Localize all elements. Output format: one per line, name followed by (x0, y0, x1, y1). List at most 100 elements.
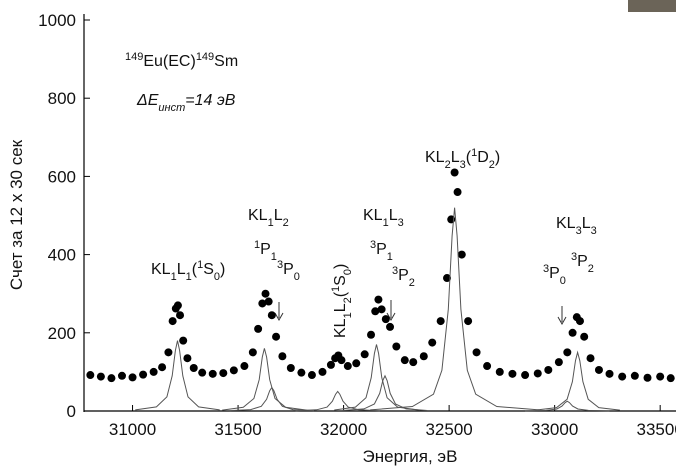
annotation-part: L (389, 207, 398, 224)
data-point (158, 363, 167, 372)
annotation-part: P (577, 253, 588, 270)
annotation-part: Sm (214, 53, 238, 70)
fit-curve (229, 386, 315, 412)
annotation-part: P (376, 241, 387, 258)
x-axis-title: Энергия, эВ (363, 447, 458, 466)
data-point (96, 372, 105, 381)
annotation-part: 1 (268, 217, 274, 229)
annotation-part: P (549, 265, 560, 282)
annotation-part: ( (192, 261, 198, 278)
annotation-part: ( (332, 291, 349, 297)
annotation: 3P1 (370, 239, 393, 263)
data-point (208, 369, 217, 378)
annotation-part: 2 (409, 277, 415, 289)
annotation-part: 3 (370, 239, 376, 251)
data-point (367, 330, 376, 339)
data-point (575, 317, 584, 326)
data-point (117, 371, 126, 380)
data-point (630, 371, 639, 380)
data-point (374, 295, 383, 304)
fit-curve (222, 348, 307, 411)
annotation-part: 0 (214, 271, 220, 283)
fit-curve (370, 207, 540, 411)
data-point (128, 373, 137, 382)
annotation: KL3L3 (556, 215, 597, 237)
x-tick-label: 31500 (214, 420, 261, 439)
data-point (173, 301, 182, 310)
annotation-part: KL (425, 149, 445, 166)
data-point (360, 350, 369, 359)
annotation: KL1L3 (363, 207, 404, 229)
annotation: 1P1 (254, 239, 277, 263)
data-point (453, 188, 462, 197)
data-point (176, 311, 185, 320)
data-point (149, 367, 158, 376)
data-point (183, 354, 192, 363)
fit-curve (334, 344, 419, 411)
annotation-part: KL (363, 207, 383, 224)
data-point (248, 348, 257, 357)
data-point (254, 324, 263, 333)
fit-curve (135, 340, 220, 411)
data-point (343, 362, 352, 371)
data-point (544, 365, 553, 374)
annotation-part: ( (466, 149, 472, 166)
data-point (521, 371, 530, 380)
arrow (386, 300, 396, 322)
arrow (274, 302, 284, 322)
data-point (139, 370, 148, 379)
annotation-part: 3 (398, 217, 404, 229)
annotation-part: S (332, 275, 349, 286)
data-point (267, 311, 276, 320)
annotation-part: 3 (591, 225, 597, 237)
fit-curve (535, 350, 620, 411)
data-point (264, 297, 273, 306)
annotation: KL1L2(1S0) (330, 264, 354, 338)
data-point (326, 360, 335, 369)
x-tick-label: 33500 (637, 420, 676, 439)
data-point (278, 352, 287, 361)
data-point (307, 371, 316, 380)
data-point (168, 317, 177, 326)
y-tick-label: 0 (67, 402, 76, 421)
data-point (272, 332, 281, 341)
annotation-part: KL (248, 207, 268, 224)
data-point (352, 359, 361, 368)
annotation-part: 3 (460, 159, 466, 171)
annotation-part: KL (151, 261, 171, 278)
annotation-part: P (283, 261, 294, 278)
data-point (495, 367, 504, 376)
y-axis-title: Счет за 12 х 30 сек (7, 139, 26, 290)
annotation-part: 1 (471, 147, 477, 159)
data-point (219, 369, 228, 378)
annotation-part: 1 (271, 251, 277, 263)
data-point (666, 374, 675, 383)
annotation-part: L (177, 261, 186, 278)
data-point (483, 362, 492, 371)
annotation-part: Eu(EC) (143, 53, 195, 70)
data-point (409, 358, 418, 367)
data-point (297, 368, 306, 377)
annotation-part: 2 (588, 263, 594, 275)
annotation-part: 1 (254, 239, 260, 251)
annotation-part: D (477, 149, 489, 166)
data-point (508, 369, 517, 378)
data-point (240, 362, 249, 371)
data-point (580, 332, 589, 341)
data-point (164, 348, 173, 357)
annotation-part: KL (556, 215, 576, 232)
annotation-part: 3 (277, 259, 283, 271)
annotation-part: ) (495, 149, 500, 166)
data-point (450, 168, 459, 177)
annotation: 3P0 (543, 263, 566, 287)
annotation-part: 1 (171, 271, 177, 283)
annotation-part: 149 (125, 51, 143, 63)
data-point (400, 356, 409, 365)
annotation-part: L (274, 207, 283, 224)
y-tick-label: 600 (48, 167, 76, 186)
data-point (337, 356, 346, 365)
annotation-part: 1 (387, 251, 393, 263)
x-tick-label: 33000 (531, 420, 578, 439)
annotation-part: 0 (560, 275, 566, 287)
annotation-part: ) (220, 261, 225, 278)
